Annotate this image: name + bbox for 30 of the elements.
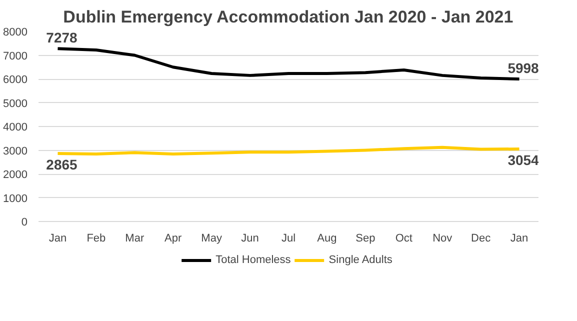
y-tick-label: 4000: [3, 122, 28, 134]
x-tick-label: Aug: [317, 232, 337, 244]
data-label: 5998: [508, 60, 540, 76]
x-tick-label: Nov: [432, 232, 453, 244]
y-tick-label: 5000: [3, 98, 28, 110]
y-tick-label: 7000: [3, 50, 28, 62]
x-tick-label: Apr: [164, 232, 182, 244]
x-tick-label: Feb: [86, 232, 106, 244]
y-tick-label: 1000: [3, 192, 28, 205]
x-tick-label: Jun: [241, 232, 259, 244]
x-tick-label: Jan: [48, 232, 67, 244]
chart-title: Dublin Emergency Accommodation Jan 2020 - Jan 2021: [63, 8, 514, 26]
data-label: 3054: [508, 152, 540, 168]
y-tick-label: 3000: [3, 145, 28, 158]
y-tick-label: 6000: [3, 74, 28, 86]
y-tick-label: 0: [21, 216, 28, 228]
data-label: 2865: [46, 156, 78, 172]
data-label: 7278: [46, 30, 78, 46]
x-tick-label: Dec: [471, 232, 492, 244]
y-tick-label: 2000: [3, 169, 28, 181]
legend-label: Total Homeless: [216, 254, 291, 266]
x-tick-label: Oct: [395, 232, 412, 244]
x-tick-label: Sep: [356, 232, 376, 244]
x-tick-label: Mar: [125, 232, 144, 244]
x-tick-label: Jan: [510, 232, 528, 244]
legend-label: Single Adults: [328, 254, 392, 266]
y-tick-label: 8000: [3, 26, 28, 38]
line-series: [56, 146, 521, 156]
x-tick-label: Jul: [281, 232, 296, 244]
x-tick-label: May: [201, 232, 222, 244]
